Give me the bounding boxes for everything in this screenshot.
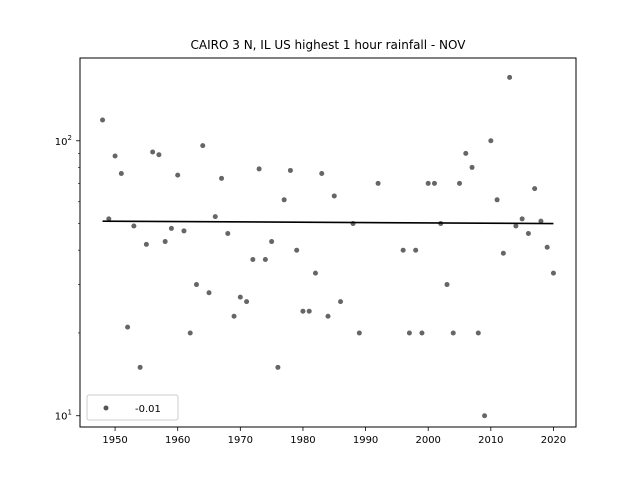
data-point: [538, 218, 544, 224]
data-point: [457, 180, 463, 186]
data-point: [168, 225, 174, 231]
trend-line-group: [102, 220, 554, 225]
x-tick-label: 2010: [478, 435, 503, 446]
data-point: [206, 290, 212, 296]
data-point: [519, 216, 525, 222]
data-point: [475, 330, 481, 336]
data-point: [488, 138, 494, 144]
data-point: [469, 164, 475, 170]
data-point: [312, 270, 318, 276]
data-point: [137, 364, 143, 370]
x-tick-label: 1990: [353, 435, 378, 446]
data-point: [319, 171, 325, 177]
data-point: [262, 257, 268, 262]
data-point: [118, 171, 124, 177]
data-point: [143, 241, 149, 247]
data-point: [231, 313, 237, 319]
data-point: [544, 244, 550, 250]
x-tick-label: 1950: [102, 435, 127, 446]
data-point: [331, 193, 337, 199]
data-point: [294, 247, 300, 253]
data-point: [287, 167, 293, 173]
data-point: [150, 149, 156, 155]
x-tick-label: 1960: [165, 435, 190, 446]
x-axis: 1950 1960 1970 1980 1990 2000 2010 2020: [102, 427, 566, 446]
data-point: [269, 239, 275, 245]
data-point: [494, 197, 500, 203]
data-point: [112, 153, 118, 159]
y-tick-label: 101: [55, 409, 72, 423]
x-tick-label: 2000: [415, 435, 440, 446]
data-point: [225, 231, 231, 236]
data-point: [532, 186, 538, 192]
data-point: [200, 143, 206, 149]
data-point: [375, 180, 381, 186]
y-axis: 101 102: [55, 134, 80, 423]
data-point: [181, 228, 187, 234]
plot-frame: [79, 57, 577, 428]
data-point: [425, 180, 431, 186]
data-point: [463, 150, 469, 156]
legend: -0.01: [86, 394, 179, 421]
data-point: [507, 74, 513, 80]
data-point: [338, 299, 344, 305]
data-point: [419, 330, 425, 336]
data-point: [175, 172, 181, 178]
data-point: [406, 330, 412, 336]
data-point: [250, 257, 256, 262]
data-point: [356, 330, 362, 336]
data-point: [300, 308, 306, 314]
data-point: [212, 214, 218, 220]
data-point: [525, 231, 531, 236]
data-point: [131, 223, 137, 229]
data-point: [275, 364, 281, 370]
data-point: [306, 308, 312, 314]
legend-marker: [103, 405, 109, 411]
data-point: [444, 282, 450, 288]
data-point: [237, 294, 243, 300]
x-tick-label: 1980: [290, 435, 315, 446]
y-tick-label: 102: [55, 134, 72, 148]
chart-title: CAIRO 3 N, IL US highest 1 hour rainfall…: [191, 38, 467, 52]
data-point: [400, 247, 406, 253]
data-point: [162, 239, 168, 245]
data-point: [125, 324, 131, 330]
x-tick-label: 2020: [541, 435, 566, 446]
data-point: [156, 152, 162, 158]
data-point: [100, 117, 106, 123]
data-point: [187, 330, 193, 336]
data-point: [325, 313, 331, 319]
data-point: [431, 180, 437, 186]
data-point: [256, 166, 262, 172]
legend-box: [86, 394, 179, 421]
data-point: [482, 413, 488, 419]
data-point: [193, 282, 199, 288]
data-point: [550, 270, 556, 276]
x-tick-label: 1970: [228, 435, 253, 446]
legend-label: -0.01: [135, 404, 161, 415]
data-point: [513, 223, 519, 229]
data-point: [106, 216, 112, 222]
data-point: [500, 250, 506, 256]
data-point: [450, 330, 456, 336]
data-point: [219, 175, 225, 181]
data-point: [244, 299, 250, 305]
trend-line: [102, 220, 554, 225]
data-point: [413, 247, 419, 253]
data-point: [281, 197, 287, 203]
